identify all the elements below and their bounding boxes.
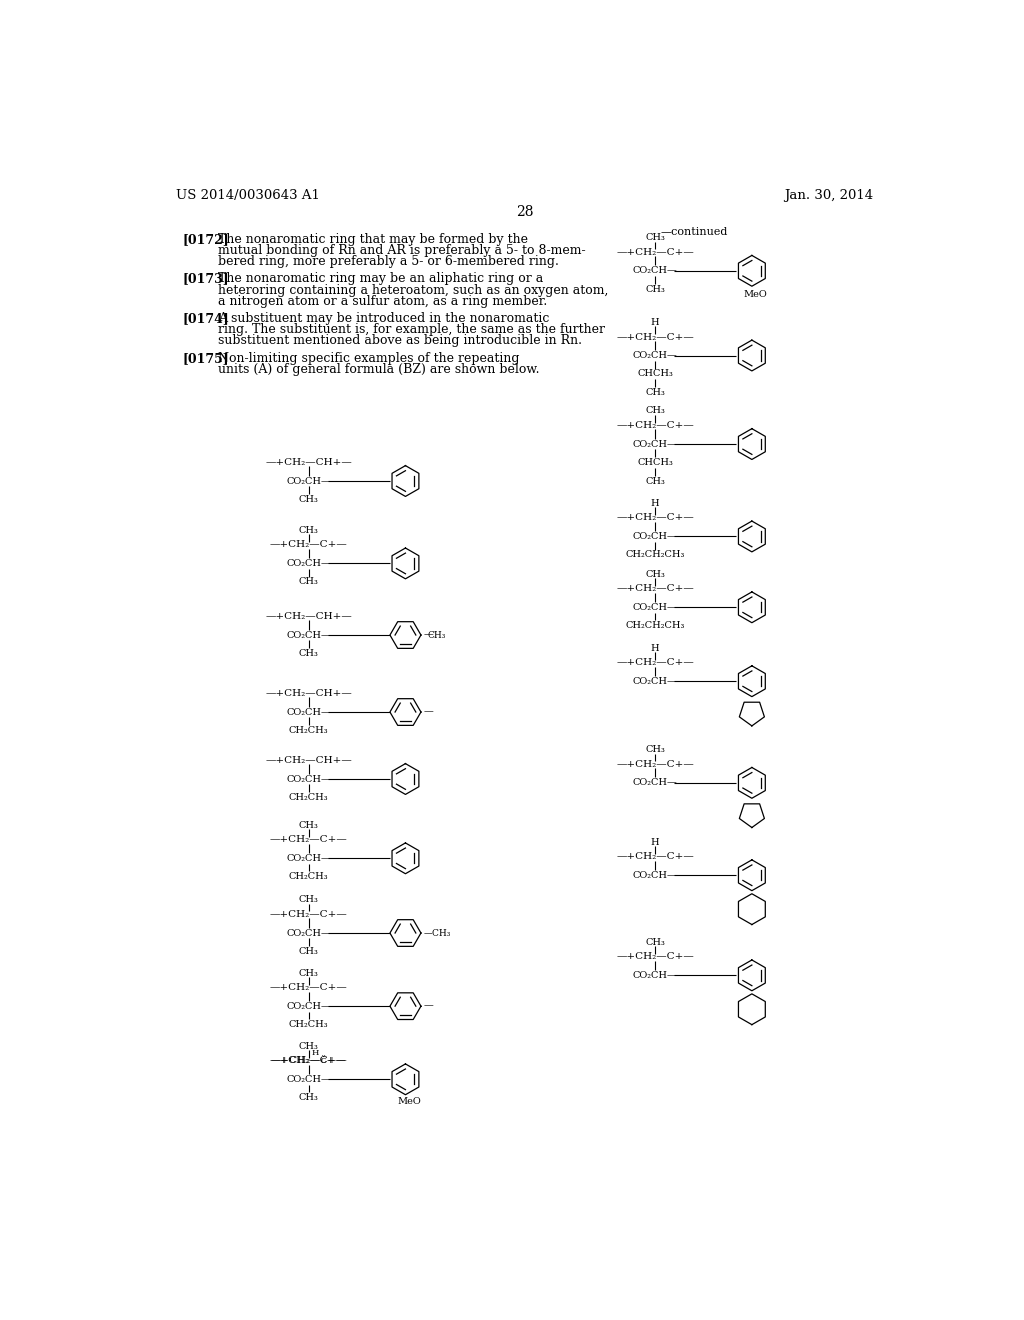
Text: CO₂CH—: CO₂CH— bbox=[633, 779, 677, 787]
Text: CH₃: CH₃ bbox=[427, 631, 445, 639]
Text: CO₂CH—: CO₂CH— bbox=[286, 558, 331, 568]
Text: H: H bbox=[650, 318, 659, 327]
Text: —+CH₂—C+—: —+CH₂—C+— bbox=[616, 760, 694, 768]
Text: CH₃: CH₃ bbox=[645, 234, 665, 242]
Text: Jan. 30, 2014: Jan. 30, 2014 bbox=[784, 189, 873, 202]
Text: CH₃: CH₃ bbox=[299, 525, 318, 535]
Text: CO₂CH—: CO₂CH— bbox=[286, 928, 331, 937]
Text: CO₂CH—: CO₂CH— bbox=[633, 351, 677, 360]
Text: CHCH₃: CHCH₃ bbox=[637, 370, 673, 379]
Text: 28: 28 bbox=[516, 206, 534, 219]
Text: CH₃: CH₃ bbox=[299, 649, 318, 657]
Text: CH₂CH₃: CH₂CH₃ bbox=[289, 726, 329, 735]
Text: CO₂CH—: CO₂CH— bbox=[633, 267, 677, 276]
Text: The nonaromatic ring may be an aliphatic ring or a: The nonaromatic ring may be an aliphatic… bbox=[218, 272, 543, 285]
Text: CH₃: CH₃ bbox=[645, 388, 665, 397]
Text: —+CH₂—C+—: —+CH₂—C+— bbox=[269, 836, 347, 845]
Text: —+CH₂—CH+—: —+CH₂—CH+— bbox=[265, 689, 352, 698]
Text: CH₃: CH₃ bbox=[299, 495, 318, 504]
Text: The nonaromatic ring that may be formed by the: The nonaromatic ring that may be formed … bbox=[218, 232, 528, 246]
Text: CO₂CH—: CO₂CH— bbox=[286, 708, 331, 717]
Text: CO₂CH—: CO₂CH— bbox=[286, 1002, 331, 1011]
Text: —+CH₂—C+—: —+CH₂—C+— bbox=[616, 585, 694, 593]
Text: CH₃: CH₃ bbox=[645, 285, 665, 294]
Text: —+CH₂—CH+—: —+CH₂—CH+— bbox=[265, 458, 352, 467]
Text: CH₂CH₂CH₃: CH₂CH₂CH₃ bbox=[626, 550, 685, 560]
Text: bered ring, more preferably a 5- or 6-membered ring.: bered ring, more preferably a 5- or 6-me… bbox=[218, 255, 559, 268]
Text: CH₂CH₃: CH₂CH₃ bbox=[289, 873, 329, 882]
Text: H: H bbox=[650, 644, 659, 652]
Text: H: H bbox=[650, 499, 659, 508]
Text: US 2014/0030643 A1: US 2014/0030643 A1 bbox=[176, 189, 319, 202]
Text: H: H bbox=[311, 1049, 318, 1057]
Text: —+CH₂—CH+—: —+CH₂—CH+— bbox=[265, 756, 352, 766]
Text: —CH₃: —CH₃ bbox=[423, 928, 451, 937]
Text: CH₃: CH₃ bbox=[299, 1093, 318, 1102]
Text: —+CH₂—C+—: —+CH₂—C+— bbox=[616, 333, 694, 342]
Text: H: H bbox=[650, 838, 659, 846]
Text: CO₂CH—: CO₂CH— bbox=[633, 972, 677, 979]
Text: CH₃: CH₃ bbox=[645, 746, 665, 754]
Text: [0172]: [0172] bbox=[182, 232, 229, 246]
Text: —: — bbox=[423, 1002, 433, 1011]
Text: —+CH₂—C+—: —+CH₂—C+— bbox=[269, 983, 347, 993]
Text: substituent mentioned above as being introducible in Rn.: substituent mentioned above as being int… bbox=[218, 334, 582, 347]
Text: —+CH₂—C+—: —+CH₂—C+— bbox=[616, 659, 694, 667]
Text: —+CH₂—C+—: —+CH₂—C+— bbox=[616, 248, 694, 257]
Text: MeO: MeO bbox=[743, 290, 768, 300]
Text: CO₂CH—: CO₂CH— bbox=[633, 871, 677, 879]
Text: CH₃: CH₃ bbox=[299, 969, 318, 978]
Text: CH₂CH₃: CH₂CH₃ bbox=[289, 793, 329, 803]
Text: CO₂CH—: CO₂CH— bbox=[633, 440, 677, 449]
Text: CO₂CH—: CO₂CH— bbox=[286, 631, 331, 639]
Text: CO₂CH—: CO₂CH— bbox=[286, 775, 331, 784]
Text: CO₂CH—: CO₂CH— bbox=[286, 477, 331, 486]
Text: —+CH₂—C+—: —+CH₂—C+— bbox=[616, 513, 694, 523]
Text: mutual bonding of Rn and AR is preferably a 5- to 8-mem-: mutual bonding of Rn and AR is preferabl… bbox=[218, 244, 586, 257]
Text: CH₃: CH₃ bbox=[299, 895, 318, 904]
Text: —+CH₂—č+—: —+CH₂—č+— bbox=[270, 1056, 346, 1065]
Text: units (A) of general formula (BZ) are shown below.: units (A) of general formula (BZ) are sh… bbox=[218, 363, 540, 376]
Text: CHCH₃: CHCH₃ bbox=[637, 458, 673, 467]
Text: [0175]: [0175] bbox=[182, 351, 229, 364]
Text: CH₃: CH₃ bbox=[645, 477, 665, 486]
Text: CH₂CH₃: CH₂CH₃ bbox=[289, 1020, 329, 1030]
Text: —+CH₂—C+—: —+CH₂—C+— bbox=[616, 953, 694, 961]
Text: CH₃: CH₃ bbox=[299, 577, 318, 586]
Text: —: — bbox=[423, 631, 433, 639]
Text: CH₃: CH₃ bbox=[645, 407, 665, 416]
Text: a nitrogen atom or a sulfur atom, as a ring member.: a nitrogen atom or a sulfur atom, as a r… bbox=[218, 294, 547, 308]
Text: CH₃: CH₃ bbox=[645, 570, 665, 578]
Text: [0173]: [0173] bbox=[182, 272, 229, 285]
Text: —+CH₂—C+—: —+CH₂—C+— bbox=[616, 421, 694, 430]
Text: CH₃: CH₃ bbox=[299, 821, 318, 830]
Text: Non-limiting specific examples of the repeating: Non-limiting specific examples of the re… bbox=[218, 351, 519, 364]
Text: CO₂CH—: CO₂CH— bbox=[633, 677, 677, 685]
Text: CH₂CH₂CH₃: CH₂CH₂CH₃ bbox=[626, 622, 685, 630]
Text: MeO: MeO bbox=[397, 1097, 421, 1106]
Text: CH₃: CH₃ bbox=[645, 937, 665, 946]
Text: CO₂CH—: CO₂CH— bbox=[286, 1074, 331, 1084]
Text: CO₂CH—: CO₂CH— bbox=[633, 603, 677, 611]
Text: —+CH₂—C+—: —+CH₂—C+— bbox=[616, 853, 694, 861]
Text: —: — bbox=[423, 708, 433, 717]
Text: CH₃: CH₃ bbox=[299, 946, 318, 956]
Text: —+CH₂—C+—: —+CH₂—C+— bbox=[269, 1056, 347, 1065]
Text: CO₂CH—: CO₂CH— bbox=[286, 854, 331, 863]
Text: A substituent may be introduced in the nonaromatic: A substituent may be introduced in the n… bbox=[218, 312, 549, 325]
Text: CH₃: CH₃ bbox=[299, 1041, 318, 1051]
Text: [0174]: [0174] bbox=[182, 312, 229, 325]
Text: —+CH₂—C+—: —+CH₂—C+— bbox=[269, 540, 347, 549]
Text: —+CH₂—C+—: —+CH₂—C+— bbox=[269, 909, 347, 919]
Text: CO₂CH—: CO₂CH— bbox=[633, 532, 677, 541]
Text: heteroring containing a heteroatom, such as an oxygen atom,: heteroring containing a heteroatom, such… bbox=[218, 284, 608, 297]
Text: ring. The substituent is, for example, the same as the further: ring. The substituent is, for example, t… bbox=[218, 323, 605, 337]
Text: —+CH₂—CH+—: —+CH₂—CH+— bbox=[265, 612, 352, 620]
Text: —continued: —continued bbox=[660, 227, 727, 236]
